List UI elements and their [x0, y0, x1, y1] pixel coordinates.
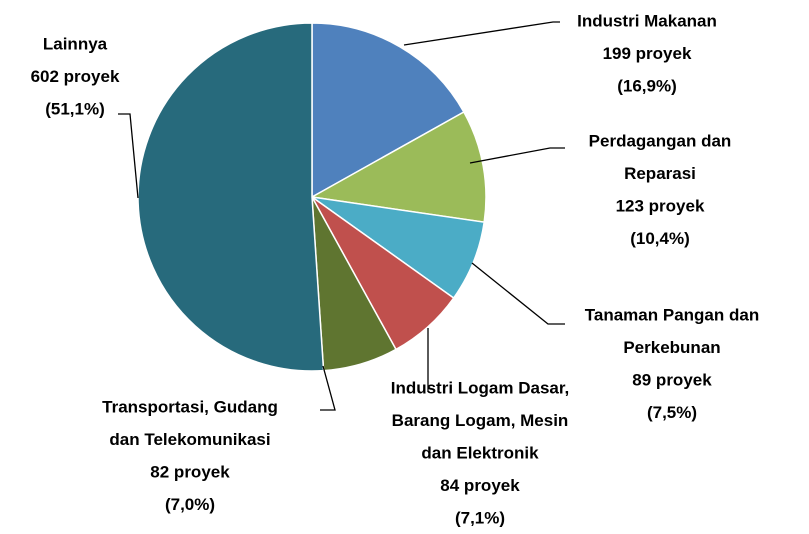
pie-slice: [137, 22, 325, 372]
leader-line: [403, 21, 560, 46]
leader-line: [320, 365, 336, 411]
value-label: 123 proyek: [616, 196, 705, 215]
percentage-label: (10,4%): [630, 229, 690, 248]
percentage-label: (16,9%): [617, 76, 677, 95]
slice-label: dan Telekomunikasi: [109, 430, 270, 449]
pie-slice: [311, 22, 465, 199]
value-label: 199 proyek: [603, 44, 692, 63]
percentage-label: (51,1%): [45, 99, 105, 118]
leader-line: [469, 147, 565, 164]
slice-label: Perkebunan: [623, 338, 720, 357]
value-label: 602 proyek: [31, 67, 120, 86]
percentage-label: (7,0%): [165, 495, 215, 514]
slice-label: Industri Logam Dasar,: [391, 378, 570, 397]
slice-label: dan Elektronik: [421, 443, 539, 462]
value-label: 89 proyek: [632, 370, 712, 389]
slice-label: Barang Logam, Mesin: [392, 411, 569, 430]
percentage-label: (7,5%): [647, 403, 697, 422]
percentage-label: (7,1%): [455, 508, 505, 527]
value-label: 84 proyek: [440, 476, 520, 495]
value-label: 82 proyek: [150, 462, 230, 481]
pie-slice: [309, 110, 487, 224]
slice-label: Perdagangan dan: [589, 131, 732, 150]
leader-line: [118, 113, 139, 199]
slice-label: Industri Makanan: [577, 11, 717, 30]
slice-label: Lainnya: [43, 34, 108, 53]
slice-label: Reparasi: [624, 164, 696, 183]
slice-label: Transportasi, Gudang: [102, 397, 278, 416]
leader-line: [471, 262, 565, 325]
slice-label: Tanaman Pangan dan: [585, 305, 759, 324]
